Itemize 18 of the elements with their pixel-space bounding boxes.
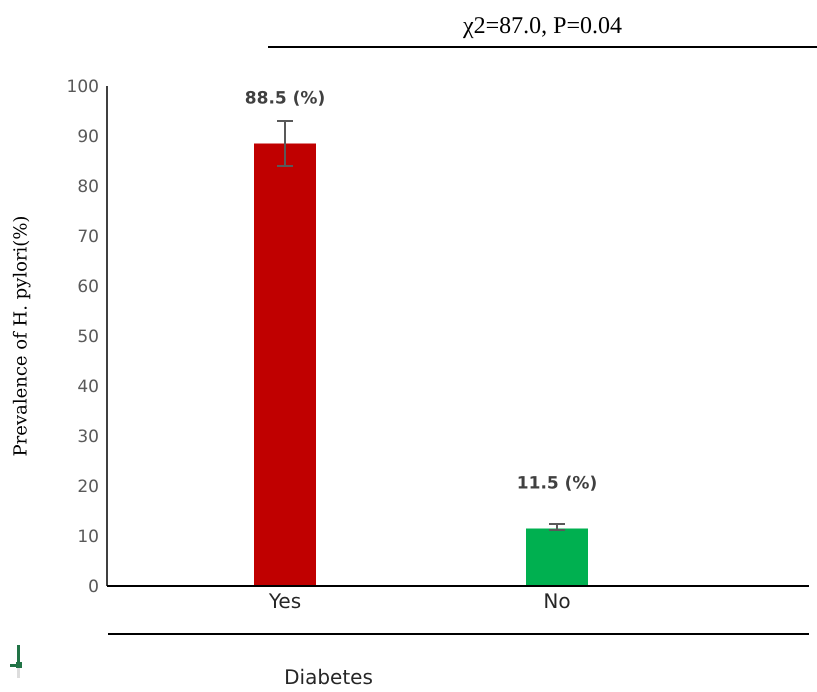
x-axis-title: Diabetes <box>108 633 809 689</box>
y-tick-label: 90 <box>77 127 99 148</box>
chart-title: χ2=87.0, P=0.04 <box>268 8 817 48</box>
data-label: 88.5 (%) <box>244 88 326 108</box>
y-tick-label: 60 <box>77 277 99 298</box>
x-tick-label: Yes <box>268 589 302 614</box>
y-tick-label: 20 <box>77 477 99 498</box>
y-tick-label: 40 <box>77 377 99 398</box>
y-tick-label: 100 <box>66 77 99 98</box>
y-tick-label: 30 <box>77 427 99 448</box>
y-axis-title: Prevalence of H. pylori(%) <box>10 216 32 456</box>
y-tick-label: 0 <box>88 577 99 598</box>
y-tick-label: 50 <box>77 327 99 348</box>
y-tick-label: 80 <box>77 177 99 198</box>
y-tick-label: 70 <box>77 227 99 248</box>
data-label: 11.5 (%) <box>516 474 598 494</box>
x-tick-label: No <box>543 589 571 614</box>
y-tick-label: 10 <box>77 527 99 548</box>
